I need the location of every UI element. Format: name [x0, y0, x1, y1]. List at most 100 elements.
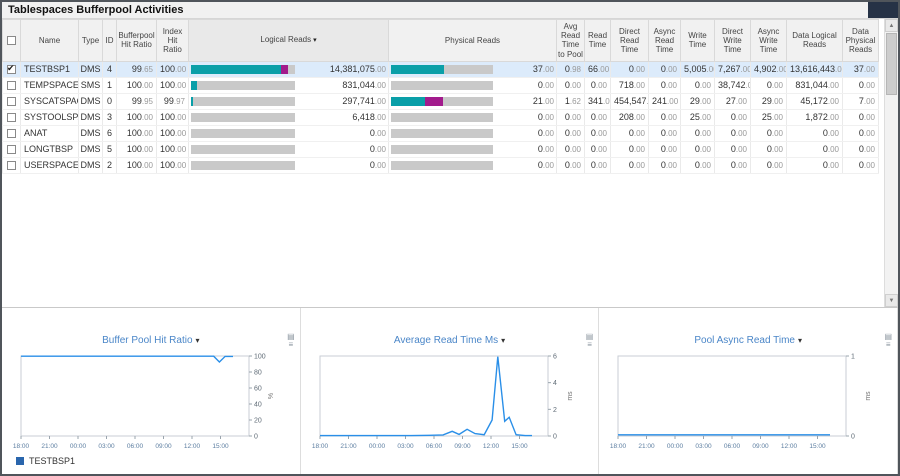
cell-name: LONGTBSP [21, 141, 79, 157]
svg-text:15:00: 15:00 [212, 443, 229, 450]
col-header-physical-reads[interactable]: Physical Reads [389, 20, 557, 62]
cell-index-hit-ratio: 100.00 [157, 141, 189, 157]
col-header-name[interactable]: Name [21, 20, 79, 62]
table-row[interactable]: LONGTBSP DMS 5 100.00 100.00 0.00 0.00 0… [3, 141, 879, 157]
col-header-async-write-time[interactable]: Async Write Time [751, 20, 787, 62]
row-checkbox[interactable] [7, 161, 16, 170]
cell-id: 3 [103, 109, 117, 125]
scrollbar-thumb[interactable] [886, 33, 897, 95]
col-header-index-hit-ratio[interactable]: Index Hit Ratio [157, 20, 189, 62]
row-checkbox[interactable] [7, 81, 16, 90]
svg-text:18:00: 18:00 [13, 443, 30, 450]
col-header-logical-reads[interactable]: Logical Reads▾ [189, 20, 389, 62]
row-checkbox[interactable] [7, 145, 16, 154]
table-row[interactable]: TEMPSPACE1 SMS 1 100.00 100.00 831,044.0… [3, 77, 879, 93]
cell-async-read-time: 241.00 [649, 93, 681, 109]
physical-reads-bar [391, 97, 493, 106]
cell-bufferpool-hit-ratio: 100.00 [117, 157, 157, 173]
svg-text:21:00: 21:00 [41, 443, 58, 450]
col-header-write-time[interactable]: Write Time [681, 20, 715, 62]
cell-type: DMS [79, 157, 103, 173]
logical-reads-value: 6,418.00 [295, 112, 386, 122]
table-row[interactable]: SYSTOOLSPACE DMS 3 100.00 100.00 6,418.0… [3, 109, 879, 125]
cell-write-time: 0.00 [681, 77, 715, 93]
table-row[interactable]: TESTBSP1 DMS 4 99.65 100.00 14,381,075.0… [3, 61, 879, 77]
cell-direct-read-time: 0.00 [611, 157, 649, 173]
cell-direct-read-time: 454,547.00 [611, 93, 649, 109]
cell-write-time: 0.00 [681, 157, 715, 173]
cell-async-write-time: 0.00 [751, 125, 787, 141]
cell-select [3, 109, 21, 125]
svg-text:21:00: 21:00 [639, 443, 656, 450]
chart-toolbar: ▤ ≡ [287, 333, 295, 349]
svg-text:06:00: 06:00 [724, 443, 741, 450]
cell-read-time: 341.00 [585, 93, 611, 109]
select-all-checkbox[interactable] [7, 36, 16, 45]
cell-direct-write-time: 7,267.00 [715, 61, 751, 77]
row-checkbox[interactable] [7, 113, 16, 122]
col-header-read-time[interactable]: Read Time [585, 20, 611, 62]
chart-menu-icon[interactable]: ≡ [287, 341, 295, 349]
cell-async-write-time: 25.00 [751, 109, 787, 125]
logical-reads-bar [191, 97, 295, 106]
row-checkbox[interactable] [7, 65, 16, 74]
cell-read-time: 0.00 [585, 109, 611, 125]
table-row[interactable]: SYSCATSPACE DMS 0 99.95 99.97 297,741.00… [3, 93, 879, 109]
cell-data-physical-reads: 0.00 [843, 141, 879, 157]
cell-name: USERSPACE1 [21, 157, 79, 173]
table-row[interactable]: ANAT DMS 6 100.00 100.00 0.00 0.00 0.00 … [3, 125, 879, 141]
svg-text:40: 40 [254, 402, 262, 409]
col-header-async-read-time[interactable]: Async Read Time [649, 20, 681, 62]
chart-menu-icon[interactable]: ≡ [884, 341, 892, 349]
col-header-type[interactable]: Type [79, 20, 103, 62]
chart-title-buffer-pool-hit-ratio[interactable]: Buffer Pool Hit Ratio▾ [2, 334, 300, 347]
chart-menu-icon[interactable]: ≡ [586, 341, 594, 349]
logical-reads-bar [191, 65, 295, 74]
chevron-down-icon: ▾ [798, 336, 802, 345]
chart-title-pool-async-read-time[interactable]: Pool Async Read Time▾ [599, 334, 897, 347]
cell-data-logical-reads: 1,872.00 [787, 109, 843, 125]
cell-async-read-time: 0.00 [649, 77, 681, 93]
col-header-data-logical-reads[interactable]: Data Logical Reads [787, 20, 843, 62]
chart-title-average-read-time[interactable]: Average Read Time Ms▾ [301, 334, 599, 347]
cell-avg-read-time-to-pool: 0.00 [557, 125, 585, 141]
col-header-bufferpool-hit-ratio[interactable]: Bufferpool Hit Ratio [117, 20, 157, 62]
cell-write-time: 0.00 [681, 125, 715, 141]
cell-id: 5 [103, 141, 117, 157]
svg-text:12:00: 12:00 [482, 443, 499, 450]
tablespaces-table: Name Type ID Bufferpool Hit Ratio Index … [2, 19, 879, 174]
col-header-select [3, 20, 21, 62]
scroll-down-icon[interactable]: ▼ [885, 294, 898, 307]
logical-reads-bar [191, 81, 295, 90]
col-header-direct-write-time[interactable]: Direct Write Time [715, 20, 751, 62]
physical-reads-value: 0.00 [493, 80, 554, 90]
logical-reads-value: 297,741.00 [295, 96, 386, 106]
cell-data-physical-reads: 37.00 [843, 61, 879, 77]
cell-logical-reads: 0.00 [189, 141, 389, 157]
corner-control[interactable] [868, 2, 898, 18]
cell-id: 1 [103, 77, 117, 93]
col-header-direct-read-time[interactable]: Direct Read Time [611, 20, 649, 62]
scroll-up-icon[interactable]: ▲ [885, 19, 898, 32]
vertical-scrollbar[interactable]: ▲ ▼ [884, 19, 898, 307]
svg-text:03:00: 03:00 [98, 443, 115, 450]
row-checkbox[interactable] [7, 129, 16, 138]
svg-text:09:00: 09:00 [155, 443, 172, 450]
svg-text:21:00: 21:00 [340, 443, 357, 450]
cell-physical-reads: 37.00 [389, 61, 557, 77]
table-row[interactable]: USERSPACE1 DMS 2 100.00 100.00 0.00 0.00… [3, 157, 879, 173]
cell-direct-write-time: 0.00 [715, 109, 751, 125]
cell-avg-read-time-to-pool: 0.98 [557, 61, 585, 77]
cell-read-time: 66.00 [585, 61, 611, 77]
cell-data-physical-reads: 0.00 [843, 157, 879, 173]
physical-reads-bar [391, 81, 493, 90]
col-header-id[interactable]: ID [103, 20, 117, 62]
row-checkbox[interactable] [7, 97, 16, 106]
physical-reads-value: 0.00 [493, 112, 554, 122]
cell-avg-read-time-to-pool: 0.00 [557, 77, 585, 93]
chart-plot-buffer-pool-hit-ratio: 02040608010018:0021:0000:0003:0006:0009:… [2, 351, 300, 459]
col-header-avg-read-time-to-pool[interactable]: Avg Read Time to Pool [557, 20, 585, 62]
logical-reads-bar [191, 113, 295, 122]
col-header-data-physical-reads[interactable]: Data Physical Reads [843, 20, 879, 62]
cell-type: DMS [79, 109, 103, 125]
